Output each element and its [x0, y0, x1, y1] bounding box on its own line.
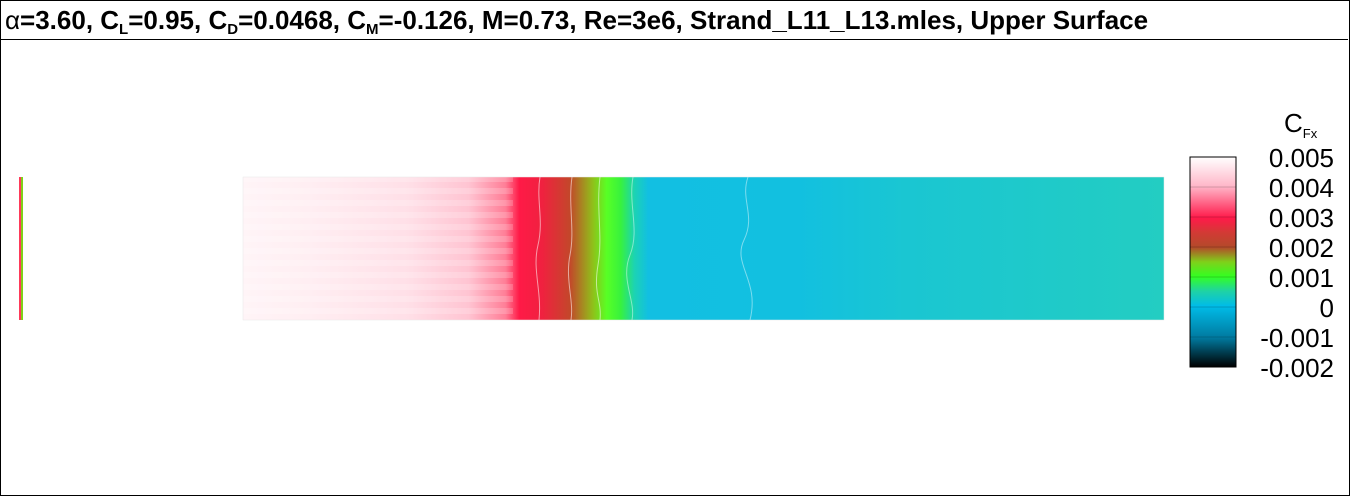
cl-label: C	[100, 5, 120, 35]
legend-tick: 0	[1319, 293, 1334, 323]
cm-sub: M	[366, 21, 379, 38]
legend-tick: 0.001	[1268, 263, 1334, 293]
plot-title: α=3.60, CL=0.95, CD=0.0468, CM=-0.126, M…	[5, 5, 1148, 38]
alpha-value: =3.60,	[20, 5, 101, 35]
color-legend	[1189, 156, 1237, 368]
cd-label: C	[208, 5, 228, 35]
legend-tick: 0.004	[1268, 173, 1334, 203]
legend-tick: 0.005	[1268, 143, 1334, 173]
surface-field	[242, 176, 1165, 321]
cm-value: =-0.126, M=0.73, Re=3e6, Strand_L11_L13.…	[378, 5, 1149, 35]
leading-edge-strip	[19, 177, 23, 320]
legend-tick: 0.003	[1268, 203, 1334, 233]
cd-sub: D	[227, 21, 239, 38]
legend-tick: -0.001	[1260, 323, 1334, 353]
cm-label: C	[347, 5, 367, 35]
title-bar: α=3.60, CL=0.95, CD=0.0468, CM=-0.126, M…	[1, 1, 1348, 40]
alpha-symbol: α	[5, 5, 21, 35]
legend-tick: 0.002	[1268, 233, 1334, 263]
cl-sub: L	[119, 21, 129, 38]
cd-value: =0.0468,	[238, 5, 348, 35]
legend-label: C	[1284, 108, 1303, 138]
legend-title: CFx	[1284, 108, 1317, 141]
legend-tick: -0.002	[1260, 353, 1334, 383]
legend-label-sub: Fx	[1302, 126, 1318, 141]
cl-value: =0.95,	[128, 5, 209, 35]
